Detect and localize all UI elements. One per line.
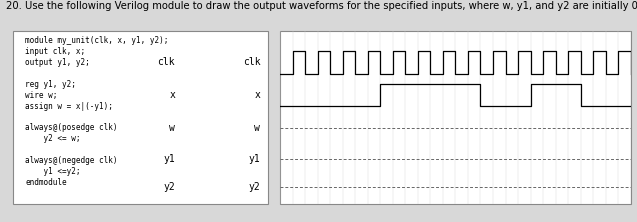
Text: module my_unit(clk, x, y1, y2);: module my_unit(clk, x, y1, y2); xyxy=(25,36,169,45)
Text: y2: y2 xyxy=(248,182,261,192)
Text: y1: y1 xyxy=(248,154,261,164)
Text: x: x xyxy=(169,90,175,100)
Text: y1 <=y2;: y1 <=y2; xyxy=(25,167,81,176)
Text: x: x xyxy=(254,90,261,100)
FancyBboxPatch shape xyxy=(280,31,631,204)
Text: y2: y2 xyxy=(164,182,175,192)
Text: y1: y1 xyxy=(164,154,175,164)
Text: wire w;: wire w; xyxy=(25,91,58,100)
Text: always@(negedge clk): always@(negedge clk) xyxy=(25,156,118,165)
Text: assign w = x|(-y1);: assign w = x|(-y1); xyxy=(25,102,113,111)
Text: always@(posedge clk): always@(posedge clk) xyxy=(25,123,118,132)
FancyBboxPatch shape xyxy=(13,31,268,204)
Text: input clk, x;: input clk, x; xyxy=(25,47,85,56)
Text: clk: clk xyxy=(157,57,175,67)
Text: w: w xyxy=(169,123,175,133)
Text: y2 <= w;: y2 <= w; xyxy=(25,134,81,143)
Text: output y1, y2;: output y1, y2; xyxy=(25,58,90,67)
Text: endmodule: endmodule xyxy=(25,178,67,187)
Text: reg y1, y2;: reg y1, y2; xyxy=(25,80,76,89)
Text: clk: clk xyxy=(243,57,261,67)
Text: 20. Use the following Verilog module to draw the output waveforms for the specif: 20. Use the following Verilog module to … xyxy=(6,1,637,11)
Text: w: w xyxy=(254,123,261,133)
